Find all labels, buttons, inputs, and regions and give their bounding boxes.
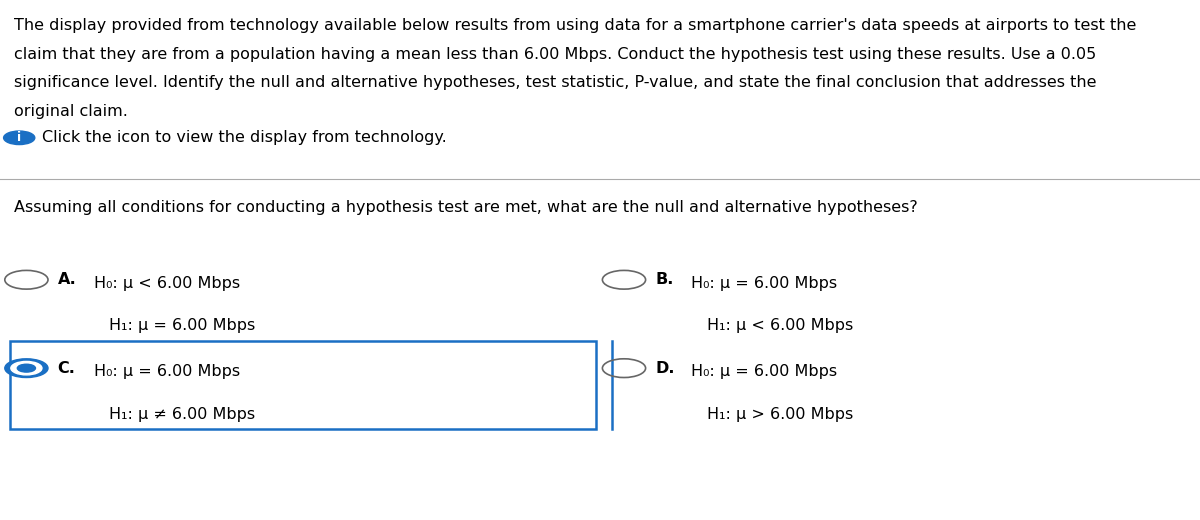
Text: i: i [17,131,22,144]
Text: The display provided from technology available below results from using data for: The display provided from technology ava… [14,18,1136,33]
Text: Assuming all conditions for conducting a hypothesis test are met, what are the n: Assuming all conditions for conducting a… [14,200,918,215]
Circle shape [17,364,36,372]
Text: H₁: μ = 6.00 Mbps: H₁: μ = 6.00 Mbps [109,318,256,333]
Text: H₁: μ ≠ 6.00 Mbps: H₁: μ ≠ 6.00 Mbps [109,407,256,422]
Circle shape [11,361,42,375]
Text: B.: B. [655,272,673,287]
Text: H₀: μ = 6.00 Mbps: H₀: μ = 6.00 Mbps [691,276,838,291]
Text: D.: D. [655,361,674,375]
Text: A.: A. [58,272,77,287]
Text: significance level. Identify the null and alternative hypotheses, test statistic: significance level. Identify the null an… [14,75,1097,90]
Text: C.: C. [58,361,76,375]
Circle shape [5,359,48,378]
Circle shape [4,131,35,145]
Text: H₁: μ < 6.00 Mbps: H₁: μ < 6.00 Mbps [707,318,853,333]
Text: H₀: μ = 6.00 Mbps: H₀: μ = 6.00 Mbps [94,364,240,379]
Text: H₁: μ > 6.00 Mbps: H₁: μ > 6.00 Mbps [707,407,853,422]
Text: Click the icon to view the display from technology.: Click the icon to view the display from … [42,131,446,145]
Text: H₀: μ < 6.00 Mbps: H₀: μ < 6.00 Mbps [94,276,240,291]
Text: original claim.: original claim. [14,104,128,119]
Text: H₀: μ = 6.00 Mbps: H₀: μ = 6.00 Mbps [691,364,838,379]
Text: claim that they are from a population having a mean less than 6.00 Mbps. Conduct: claim that they are from a population ha… [14,47,1097,62]
